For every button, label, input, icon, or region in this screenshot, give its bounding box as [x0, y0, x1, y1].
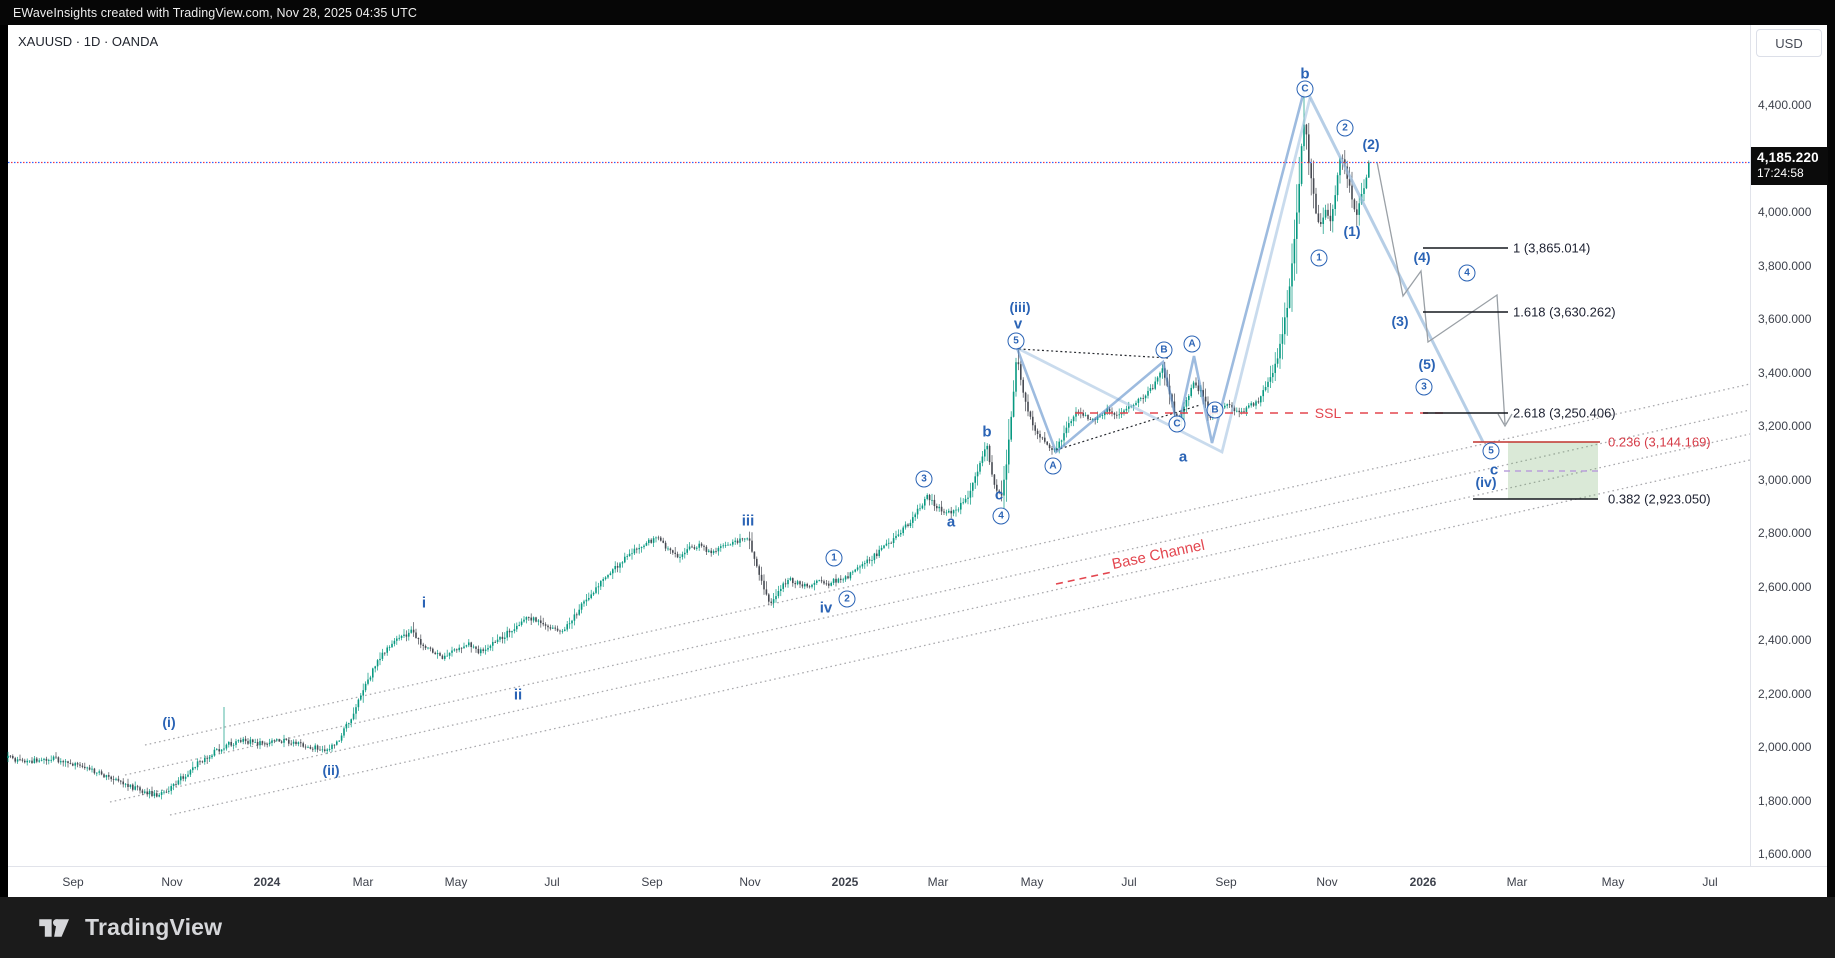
- ssl-label: SSL: [1310, 405, 1346, 421]
- tradingview-logo[interactable]: TradingView: [38, 913, 222, 943]
- wave-label: a: [1178, 448, 1188, 466]
- time-tick: Jul: [1121, 875, 1137, 889]
- time-tick: May: [1601, 875, 1625, 889]
- wave-label: 4: [992, 507, 1010, 525]
- tradingview-logo-icon: [39, 918, 70, 937]
- price-tick: 1,600.000: [1758, 847, 1812, 861]
- wave-label: 2: [1336, 119, 1354, 137]
- wave-label: 5: [1482, 442, 1500, 460]
- time-tick: Jul: [1702, 875, 1718, 889]
- wave-label: 3: [915, 470, 933, 488]
- wave-label: (5): [1418, 356, 1436, 372]
- time-tick: 2024: [253, 875, 281, 889]
- time-tick: Sep: [62, 875, 84, 889]
- wave-label: C: [1296, 80, 1314, 98]
- attribution-text: EWaveInsights created with TradingView.c…: [13, 5, 418, 20]
- wave-label: 3: [1415, 378, 1433, 396]
- time-tick: May: [1020, 875, 1044, 889]
- price-tick: 3,400.000: [1758, 365, 1812, 380]
- right-edge-strip: [1827, 25, 1835, 897]
- wave-label: 2: [838, 590, 856, 608]
- time-tick: Sep: [1215, 875, 1237, 889]
- currency-button[interactable]: USD: [1756, 29, 1822, 57]
- wave-label: A: [1044, 457, 1062, 475]
- price-axis-divider: [1750, 25, 1751, 866]
- wave-label: (iii): [1009, 299, 1031, 315]
- fib-level-label: 1 (3,865.014): [1513, 240, 1591, 256]
- fib-level-label: 0.236 (3,144.169): [1608, 434, 1711, 450]
- time-tick: Jul: [544, 875, 560, 889]
- time-tick: 2026: [1409, 875, 1437, 889]
- wave-label: C: [1168, 415, 1186, 433]
- wave-label: a: [946, 513, 956, 531]
- time-tick: Mar: [1506, 875, 1528, 889]
- last-price-value: 4,185.220: [1757, 150, 1819, 165]
- price-tick: 1,800.000: [1758, 793, 1812, 808]
- symbol-legend[interactable]: XAUUSD · 1D · OANDA: [18, 34, 159, 49]
- price-tick: 4,000.000: [1758, 205, 1812, 219]
- wave-label: 1: [1310, 249, 1328, 267]
- price-tick: 3,600.000: [1758, 312, 1812, 326]
- chart-canvas[interactable]: [8, 25, 1827, 897]
- price-tick: 2,400.000: [1758, 633, 1812, 647]
- wave-label: i: [421, 594, 427, 612]
- wave-label: (4): [1413, 249, 1431, 265]
- wave-label: ii: [513, 686, 523, 704]
- price-tick: 3,800.000: [1758, 258, 1812, 273]
- wave-label: (1): [1343, 223, 1361, 239]
- wave-label: 1: [825, 549, 843, 567]
- price-tick: 4,400.000: [1758, 98, 1812, 112]
- wave-label: (ii): [322, 762, 340, 778]
- fib-level-label: 1.618 (3,630.262): [1513, 304, 1616, 320]
- wave-label: (2): [1362, 136, 1380, 152]
- time-tick: Nov: [739, 875, 761, 889]
- wave-label: A: [1183, 335, 1201, 353]
- wave-label: b: [982, 423, 992, 441]
- price-tick: 2,000.000: [1758, 740, 1812, 754]
- wave-label: (3): [1391, 313, 1409, 329]
- time-tick: Mar: [352, 875, 374, 889]
- wave-label: B: [1155, 341, 1173, 359]
- time-tick: Nov: [161, 875, 183, 889]
- price-tick: 2,200.000: [1758, 686, 1812, 701]
- time-tick: Mar: [927, 875, 949, 889]
- wave-label: (i): [162, 714, 176, 730]
- wave-label: B: [1206, 401, 1224, 419]
- tradingview-logo-text: TradingView: [85, 914, 223, 940]
- fib-level-label: 0.382 (2,923.050): [1608, 491, 1711, 507]
- time-tick: 2025: [831, 875, 859, 889]
- wave-label: c: [1489, 461, 1499, 479]
- fib-level-label: 2.618 (3,250.406): [1513, 405, 1616, 421]
- wave-label: 4: [1458, 264, 1476, 282]
- wave-label: iii: [741, 512, 755, 530]
- wave-label: 5: [1007, 332, 1025, 350]
- wave-label: b: [1300, 65, 1310, 83]
- time-axis-divider: [8, 866, 1827, 867]
- footer-bar: TradingView: [0, 897, 1835, 958]
- last-price-label: 4,185.220 17:24:58: [1751, 147, 1828, 185]
- time-tick: Sep: [641, 875, 663, 889]
- time-tick: Nov: [1316, 875, 1338, 889]
- price-tick: 2,600.000: [1758, 579, 1812, 594]
- wave-label: c: [994, 486, 1004, 504]
- wave-label: v: [1013, 315, 1023, 333]
- time-tick: May: [444, 875, 468, 889]
- bar-countdown: 17:24:58: [1757, 166, 1804, 180]
- price-tick: 3,000.000: [1758, 472, 1812, 487]
- wave-label: (iv): [1475, 474, 1497, 490]
- attribution-bar: EWaveInsights created with TradingView.c…: [0, 0, 1835, 25]
- price-tick: 2,800.000: [1758, 526, 1812, 540]
- price-tick: 3,200.000: [1758, 419, 1812, 433]
- wave-label: iv: [819, 599, 833, 617]
